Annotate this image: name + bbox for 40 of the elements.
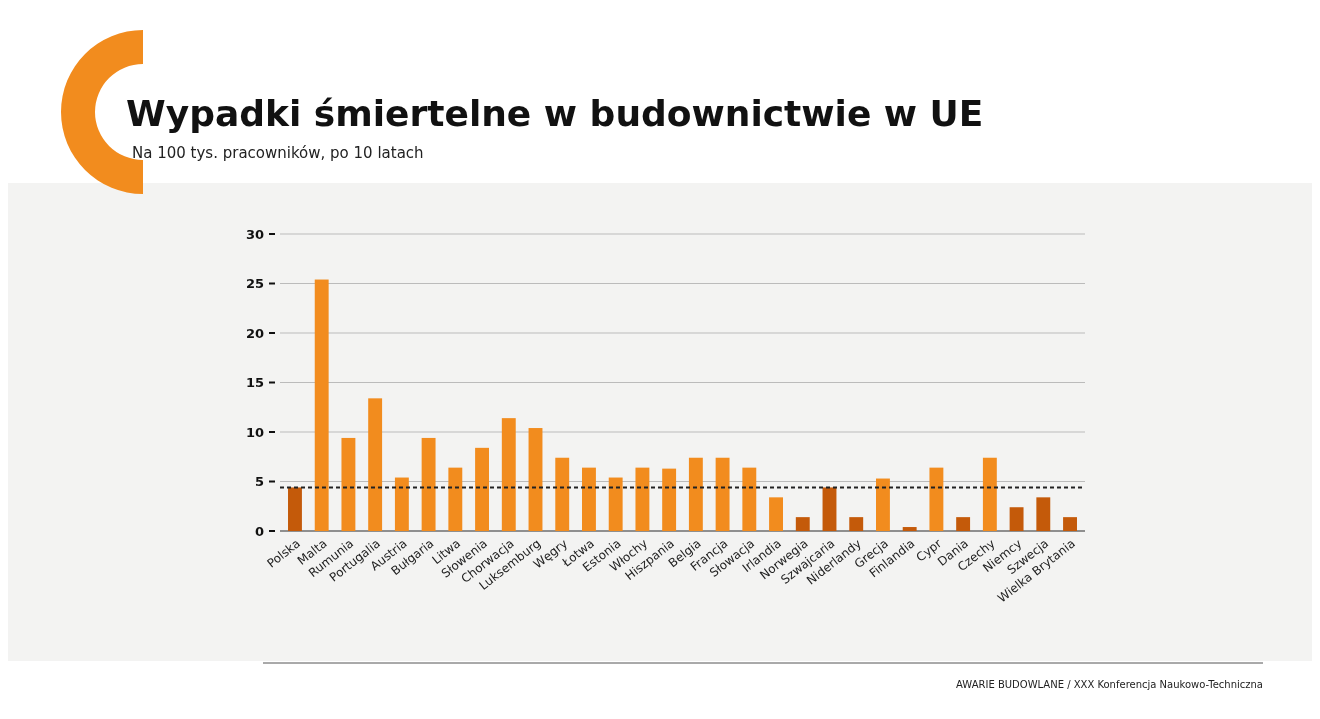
bar [314,279,329,531]
bar [475,447,489,531]
chart-subtitle: Na 100 tys. pracowników, po 10 latach [132,144,424,162]
bar [635,467,650,531]
bar [742,467,757,531]
bar [528,428,543,531]
bar [1063,517,1077,531]
bar [341,437,356,531]
bar [608,477,623,531]
bar [501,418,516,531]
bar [421,437,436,531]
y-tick-label: 20 [245,325,264,341]
y-tick-label: 30 [245,226,264,242]
bar [876,478,890,531]
text: AWARIE BUDOWLANE / XXX Konferencja Naukowo-Techniczna [956,679,1263,690]
y-tick-label: 15 [245,375,264,391]
bar [849,517,864,531]
bar [1009,507,1024,531]
y-tick-label: 0 [254,523,264,539]
bar [662,468,677,531]
bar [902,527,917,531]
bar [982,457,997,531]
bar [394,477,409,531]
bar [795,517,810,531]
bar [288,487,302,531]
bar [1036,497,1051,531]
bar [769,497,783,531]
bar [688,457,703,531]
bar [555,457,570,531]
y-tick-label: 10 [245,424,264,440]
bar [368,398,383,531]
y-tick-label: 25 [245,276,264,292]
bar [715,457,730,531]
bar [822,487,837,531]
chart-title: Wypadki śmiertelne w budownictwie w UE [126,93,984,134]
bar [582,467,596,531]
bar [448,467,463,531]
bar [929,467,944,531]
bar [956,517,971,531]
y-tick-label: 5 [254,474,264,490]
